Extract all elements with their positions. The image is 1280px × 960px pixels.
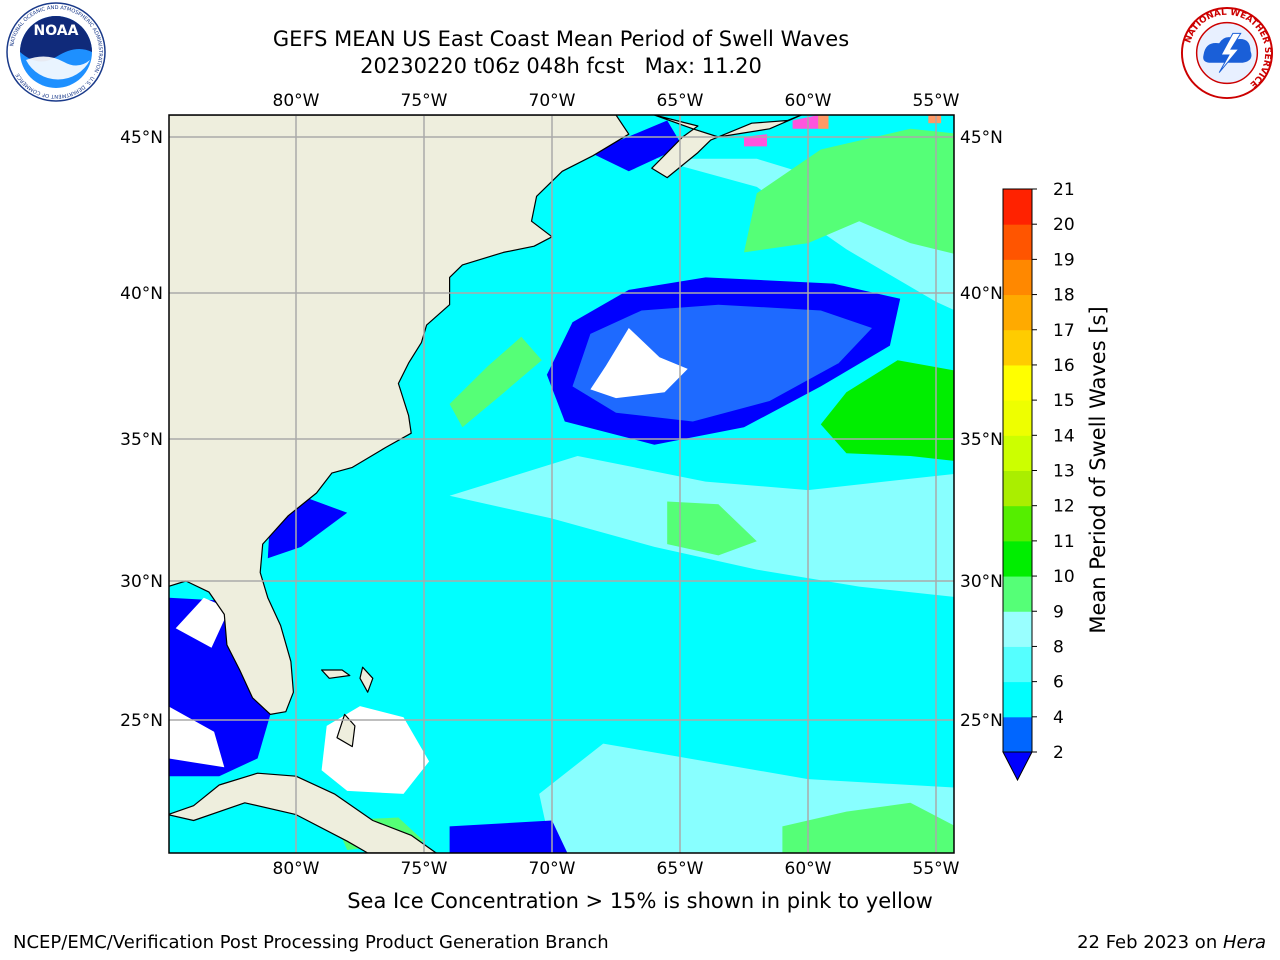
lon-tick-label-top: 75°W xyxy=(401,91,448,111)
lat-tick-label-right: 40°N xyxy=(960,284,1003,304)
deep-blue-swell-gulf-of-maine xyxy=(590,120,683,172)
lon-tick-label-bottom: 65°W xyxy=(657,859,704,879)
footer-date-text: 22 Feb 2023 on xyxy=(1077,932,1223,953)
map-tick-labels: 80°W 80°W 75°W 75°W 70°W 70°W 65°W 65°W 60°W 60°W… xyxy=(120,91,1003,879)
colorbar-tick-label: 19 xyxy=(1053,250,1075,270)
colorbar-segment xyxy=(1003,681,1032,718)
colorbar-tick-label: 4 xyxy=(1053,708,1064,728)
lat-tick-label-left: 25°N xyxy=(120,711,163,731)
cuba xyxy=(169,772,438,853)
colorbar-segment xyxy=(1003,224,1032,260)
colorbar-tick-label: 12 xyxy=(1053,497,1075,517)
lat-tick-label-left: 45°N xyxy=(120,128,163,148)
noaa-logo-icon: NOAA NATIONAL OCEANIC AND ATMOSPHERIC AD… xyxy=(6,2,106,102)
lon-tick-label-top: 55°W xyxy=(913,91,960,111)
lon-tick-label-top: 80°W xyxy=(273,91,320,111)
colorbar-tick-label: 16 xyxy=(1053,356,1075,376)
colorbar-tick-label: 10 xyxy=(1053,567,1075,587)
colorbar-segment xyxy=(1003,400,1032,436)
colorbar-tick-label: 18 xyxy=(1053,286,1075,306)
colorbar-segment xyxy=(1003,364,1032,401)
title-line-1: GEFS MEAN US East Coast Mean Period of S… xyxy=(272,27,850,51)
map-gridlines xyxy=(169,115,954,853)
no-swell-patch-gulf-south xyxy=(169,706,225,768)
sea-ice-cell-0 xyxy=(792,115,819,129)
lat-tick-label-right: 45°N xyxy=(960,128,1003,148)
colorbar-segment xyxy=(1003,505,1032,542)
colorbar-segment xyxy=(1003,646,1032,683)
sea-ice-caption: Sea Ice Concentration > 15% is shown in … xyxy=(347,889,933,913)
lon-tick-label-top: 65°W xyxy=(657,91,704,111)
map-plot-area xyxy=(169,115,954,853)
colorbar-segment xyxy=(1003,540,1032,577)
lat-tick-label-right: 25°N xyxy=(960,711,1003,731)
colorbar-tick-label: 20 xyxy=(1053,215,1075,235)
colorbar-tick-label: 17 xyxy=(1053,321,1075,341)
title-line-2: 20230220 t06z 048h fcst Max: 11.20 xyxy=(360,54,762,78)
footer-host: Hera xyxy=(1222,932,1266,953)
lat-tick-label-right: 30°N xyxy=(960,572,1003,592)
footer-date: 22 Feb 2023 on Hera xyxy=(1077,932,1266,953)
andros-island xyxy=(336,713,356,748)
colorbar-segment xyxy=(1003,716,1032,753)
map-title: GEFS MEAN US East Coast Mean Period of S… xyxy=(200,26,922,80)
colorbar-segment xyxy=(1003,435,1032,471)
nova-scotia xyxy=(651,115,804,179)
colorbar-tick-label: 6 xyxy=(1053,673,1064,693)
green-swell-southeast-corner xyxy=(782,802,954,853)
nws-logo-icon: NATIONAL WEATHER SERVICE xyxy=(1180,6,1274,100)
lat-tick-label-right: 35°N xyxy=(960,430,1003,450)
colorbar-segment xyxy=(1003,470,1032,507)
noaa-logo-text: NOAA xyxy=(34,23,79,39)
colorbar-tick-label: 14 xyxy=(1053,426,1075,446)
lon-tick-label-top: 70°W xyxy=(529,91,576,111)
deep-blue-swell-caribbean xyxy=(449,820,568,853)
abaco xyxy=(359,666,374,693)
grand-bahama xyxy=(321,669,351,679)
colorbar-tick-label: 15 xyxy=(1053,391,1075,411)
colorbar-label: Mean Period of Swell Waves [s] xyxy=(1086,306,1110,634)
map-frame xyxy=(168,114,955,854)
lon-tick-label-bottom: 55°W xyxy=(913,859,960,879)
lat-tick-label-left: 35°N xyxy=(120,430,163,450)
colorbar-segment xyxy=(1003,611,1032,647)
sea-ice-cell-3 xyxy=(928,115,942,124)
colorbar-segment xyxy=(1003,294,1032,331)
colorbar-extend-arrow xyxy=(1002,751,1033,782)
colorbar-segment xyxy=(1003,259,1032,296)
green-swell-offshore-carolina xyxy=(449,336,542,428)
green-swell-northeast xyxy=(744,128,954,254)
colorbar-segment xyxy=(1003,189,1032,225)
lon-tick-label-bottom: 70°W xyxy=(529,859,576,879)
sea-ice-cell-2 xyxy=(818,115,829,129)
colorbar-segment xyxy=(1003,576,1032,612)
green-swell-southeast xyxy=(820,360,954,461)
colorbar-tick-label: 13 xyxy=(1053,462,1075,482)
footer-credit: NCEP/EMC/Verification Post Processing Pr… xyxy=(13,932,609,953)
colorbar: 2 4 6 8 9 10 11 12 13 14 15 16 17 18 19 20 21 xyxy=(1002,180,1075,782)
colorbar-tick-label: 8 xyxy=(1053,637,1064,657)
colorbar-segment xyxy=(1003,329,1032,366)
no-swell-patch-gulf xyxy=(175,597,230,648)
north-america-mainland xyxy=(169,115,630,716)
colorbar-tick-label: 9 xyxy=(1053,602,1064,622)
lat-tick-label-left: 40°N xyxy=(120,284,163,304)
lat-tick-label-left: 30°N xyxy=(120,572,163,592)
colorbar-tick-label: 11 xyxy=(1053,532,1075,552)
lon-tick-label-bottom: 80°W xyxy=(273,859,320,879)
lon-tick-label-bottom: 60°W xyxy=(785,859,832,879)
lon-tick-label-top: 60°W xyxy=(785,91,832,111)
lon-tick-label-bottom: 75°W xyxy=(401,859,448,879)
colorbar-tick-label: 2 xyxy=(1053,743,1064,763)
green-swell-bermuda xyxy=(667,501,757,556)
no-swell-patch-central xyxy=(590,328,688,399)
colorbar-tick-label: 21 xyxy=(1053,180,1075,200)
